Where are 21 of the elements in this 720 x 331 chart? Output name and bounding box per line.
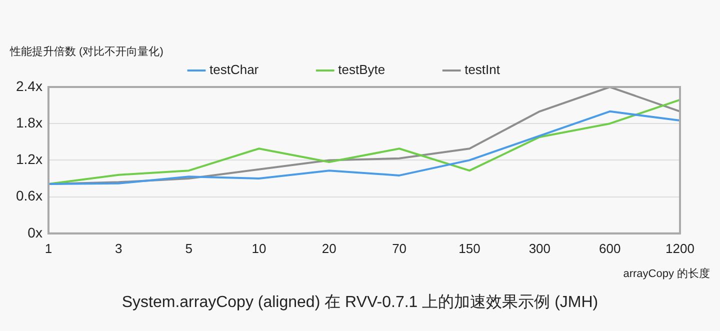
legend-label: testInt xyxy=(464,62,500,78)
x-tick-label: 3 xyxy=(115,240,122,256)
x-tick-label: 150 xyxy=(458,240,480,256)
y-tick-label: 0.6x xyxy=(16,188,42,204)
y-tick-label: 2.4x xyxy=(16,78,42,94)
x-axis-title: arrayCopy 的长度 xyxy=(623,266,710,281)
x-tick-label: 1200 xyxy=(666,240,694,256)
y-axis-title: 性能提升倍数 (对比不开向量化) xyxy=(10,45,164,59)
y-tick-label: 1.8x xyxy=(16,114,42,130)
x-tick-label: 5 xyxy=(185,240,192,256)
legend-label: testChar xyxy=(210,62,260,78)
x-tick-label: 300 xyxy=(528,240,551,256)
x-tick-label: 10 xyxy=(252,240,266,256)
legend-label: testByte xyxy=(338,62,386,78)
y-tick-label: 1.2x xyxy=(16,151,42,168)
x-tick-label: 20 xyxy=(322,240,336,256)
y-tick-label: 0x xyxy=(28,224,42,240)
x-tick-label: 600 xyxy=(598,240,621,256)
text: System.arrayCopy (aligned) 在 RVV-0.7.1 上的加速效果示例 (JMH) xyxy=(120,292,600,313)
x-tick-label: 70 xyxy=(392,240,407,256)
x-tick-label: 1 xyxy=(44,240,52,256)
